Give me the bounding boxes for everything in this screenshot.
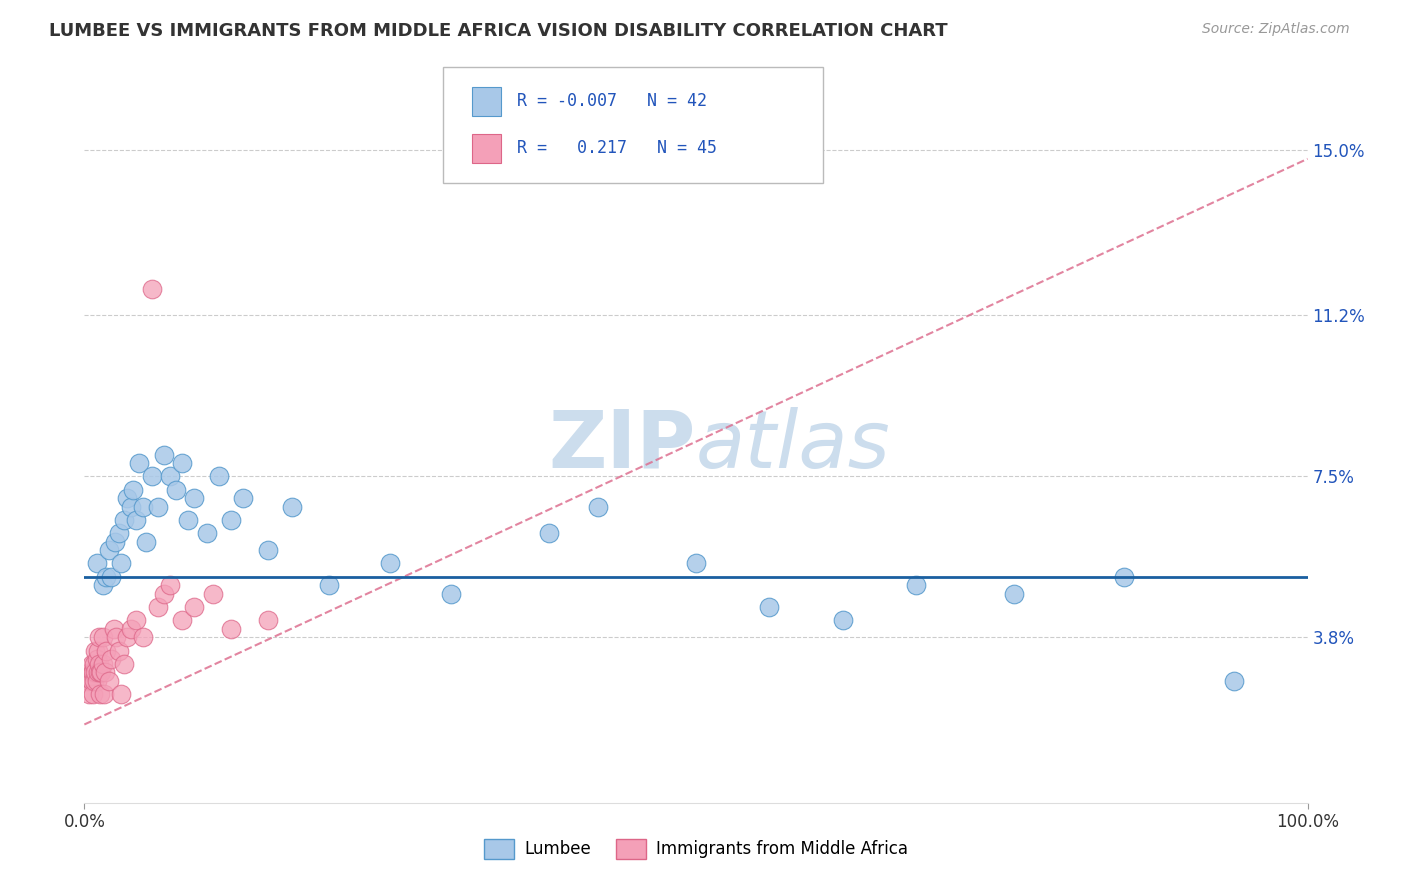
Point bbox=[125, 513, 148, 527]
Point bbox=[94, 665, 117, 680]
Text: R =   0.217   N = 45: R = 0.217 N = 45 bbox=[517, 139, 717, 157]
Point bbox=[440, 587, 463, 601]
Point bbox=[87, 657, 110, 671]
Point bbox=[112, 513, 135, 527]
Point bbox=[89, 687, 111, 701]
Point bbox=[146, 599, 169, 614]
Point bbox=[141, 469, 163, 483]
Point bbox=[281, 500, 304, 514]
Point bbox=[97, 543, 120, 558]
Point bbox=[90, 665, 112, 680]
Point bbox=[79, 665, 101, 680]
Point bbox=[257, 613, 280, 627]
Point bbox=[107, 526, 129, 541]
Point bbox=[172, 457, 194, 471]
Point bbox=[100, 652, 122, 666]
Point bbox=[86, 673, 108, 688]
Point bbox=[153, 587, 176, 601]
Point bbox=[84, 665, 107, 680]
Text: LUMBEE VS IMMIGRANTS FROM MIDDLE AFRICA VISION DISABILITY CORRELATION CHART: LUMBEE VS IMMIGRANTS FROM MIDDLE AFRICA … bbox=[49, 22, 948, 40]
Point bbox=[83, 657, 105, 671]
Point bbox=[80, 657, 103, 671]
Point bbox=[758, 599, 780, 614]
Legend: Lumbee, Immigrants from Middle Africa: Lumbee, Immigrants from Middle Africa bbox=[478, 832, 914, 866]
Point bbox=[122, 483, 145, 497]
Point bbox=[107, 643, 129, 657]
Point bbox=[96, 643, 118, 657]
Point bbox=[183, 491, 205, 506]
Point bbox=[91, 578, 114, 592]
Point bbox=[125, 613, 148, 627]
Point bbox=[219, 513, 242, 527]
Point bbox=[380, 557, 402, 571]
Point bbox=[87, 665, 110, 680]
Point bbox=[159, 469, 181, 483]
Point bbox=[86, 652, 108, 666]
Point bbox=[115, 631, 138, 645]
Point bbox=[115, 491, 138, 506]
Point bbox=[146, 500, 169, 514]
Text: Source: ZipAtlas.com: Source: ZipAtlas.com bbox=[1202, 22, 1350, 37]
Point bbox=[120, 622, 142, 636]
Point bbox=[112, 657, 135, 671]
Point bbox=[91, 631, 114, 645]
Point bbox=[86, 557, 108, 571]
Point bbox=[153, 448, 176, 462]
Point bbox=[77, 673, 100, 688]
Point bbox=[110, 557, 132, 571]
Point bbox=[87, 643, 110, 657]
Text: ZIP: ZIP bbox=[548, 407, 696, 485]
Point bbox=[159, 578, 181, 592]
Point bbox=[96, 569, 118, 583]
Point bbox=[1114, 569, 1136, 583]
Point bbox=[82, 665, 104, 680]
Point bbox=[84, 643, 107, 657]
Point bbox=[87, 631, 110, 645]
Point bbox=[201, 587, 224, 601]
Point bbox=[232, 491, 254, 506]
Point bbox=[318, 578, 340, 592]
Point bbox=[177, 513, 200, 527]
Point bbox=[104, 534, 127, 549]
Point bbox=[110, 687, 132, 701]
Point bbox=[132, 500, 155, 514]
Point bbox=[165, 483, 187, 497]
Point bbox=[128, 457, 150, 471]
Point bbox=[1002, 587, 1025, 601]
Point bbox=[93, 687, 115, 701]
Point bbox=[905, 578, 928, 592]
Point bbox=[586, 500, 609, 514]
Point bbox=[257, 543, 280, 558]
Point bbox=[135, 534, 157, 549]
Text: R = -0.007   N = 42: R = -0.007 N = 42 bbox=[517, 93, 707, 111]
Point bbox=[103, 622, 125, 636]
Point bbox=[831, 613, 853, 627]
Point bbox=[91, 657, 114, 671]
Point bbox=[141, 282, 163, 296]
Point bbox=[208, 469, 231, 483]
Point bbox=[105, 631, 128, 645]
Point bbox=[100, 569, 122, 583]
Point bbox=[83, 673, 105, 688]
Point bbox=[97, 673, 120, 688]
Point bbox=[132, 631, 155, 645]
Point bbox=[172, 613, 194, 627]
Point bbox=[195, 526, 218, 541]
Point bbox=[89, 665, 111, 680]
Point bbox=[80, 673, 103, 688]
Point bbox=[685, 557, 707, 571]
Point bbox=[219, 622, 242, 636]
Point bbox=[538, 526, 561, 541]
Point bbox=[183, 599, 205, 614]
Point bbox=[82, 687, 104, 701]
Point bbox=[77, 687, 100, 701]
Text: atlas: atlas bbox=[696, 407, 891, 485]
Point bbox=[1223, 673, 1246, 688]
Point bbox=[120, 500, 142, 514]
